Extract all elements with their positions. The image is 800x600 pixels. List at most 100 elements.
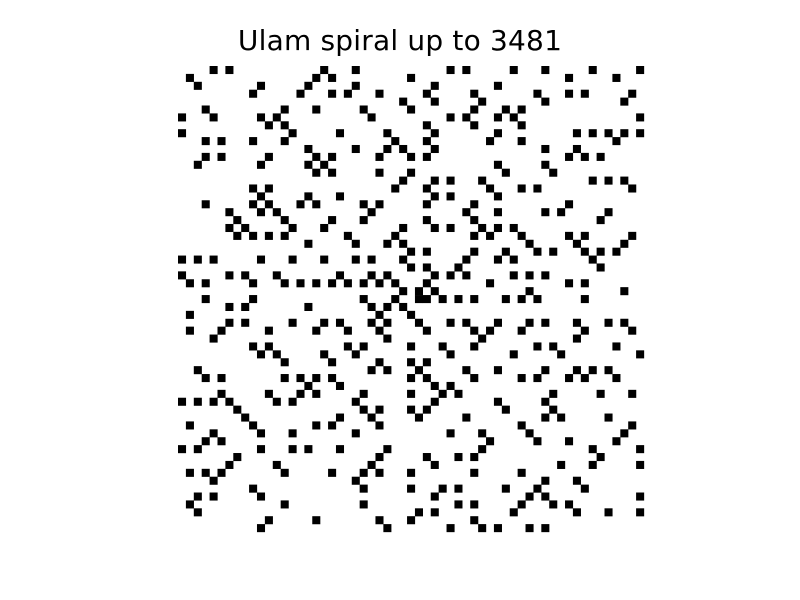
prime-cell bbox=[422, 121, 431, 130]
prime-cell bbox=[509, 508, 518, 517]
prime-cell bbox=[541, 271, 550, 280]
prime-cell bbox=[225, 302, 234, 311]
prime-cell bbox=[438, 484, 447, 493]
prime-cell bbox=[517, 326, 526, 335]
prime-cell bbox=[280, 121, 289, 130]
prime-cell bbox=[604, 508, 613, 517]
prime-cell bbox=[533, 484, 542, 493]
prime-cell bbox=[493, 318, 502, 327]
prime-cell bbox=[264, 152, 273, 161]
prime-cell bbox=[557, 350, 566, 359]
prime-cell bbox=[446, 192, 455, 201]
prime-cell bbox=[391, 231, 400, 240]
prime-cell bbox=[549, 168, 558, 177]
prime-cell bbox=[422, 184, 431, 193]
prime-cell bbox=[588, 129, 597, 138]
prime-cell bbox=[517, 374, 526, 383]
prime-cell bbox=[312, 168, 321, 177]
prime-cell bbox=[351, 144, 360, 154]
prime-cell bbox=[335, 318, 345, 327]
prime-cell bbox=[193, 160, 202, 169]
prime-cell bbox=[296, 374, 305, 383]
prime-cell bbox=[249, 484, 258, 493]
prime-cell bbox=[375, 516, 384, 525]
prime-cell bbox=[462, 208, 471, 217]
prime-cell bbox=[422, 405, 431, 414]
prime-cell bbox=[335, 413, 345, 422]
prime-cell bbox=[209, 492, 218, 501]
prime-cell bbox=[264, 184, 273, 193]
prime-cell bbox=[304, 445, 313, 454]
prime-cell bbox=[422, 453, 431, 462]
prime-cell bbox=[320, 318, 329, 327]
prime-cell bbox=[343, 89, 352, 98]
prime-cell bbox=[264, 516, 273, 525]
prime-cell bbox=[580, 152, 589, 161]
prime-cell bbox=[201, 468, 210, 477]
prime-cell bbox=[478, 429, 487, 438]
prime-cell bbox=[407, 358, 416, 367]
prime-cell bbox=[407, 484, 416, 493]
prime-cell bbox=[201, 105, 210, 114]
prime-cell bbox=[493, 397, 502, 406]
prime-cell bbox=[628, 421, 637, 430]
prime-cell bbox=[470, 468, 479, 477]
prime-cell bbox=[304, 144, 313, 154]
prime-cell bbox=[636, 113, 645, 122]
prime-cell bbox=[407, 247, 416, 256]
prime-cell bbox=[383, 318, 392, 327]
prime-cell bbox=[296, 279, 305, 288]
prime-cell bbox=[580, 231, 589, 240]
prime-cell bbox=[636, 445, 645, 454]
prime-cell bbox=[580, 89, 589, 98]
prime-cell bbox=[565, 374, 574, 383]
prime-cell bbox=[201, 152, 210, 161]
prime-cell bbox=[280, 500, 289, 509]
prime-cell bbox=[612, 342, 621, 351]
prime-cell bbox=[256, 81, 266, 90]
prime-cell bbox=[407, 389, 416, 398]
prime-cell bbox=[256, 429, 266, 438]
prime-cell bbox=[612, 137, 621, 146]
prime-cell bbox=[320, 350, 329, 359]
prime-cell bbox=[193, 492, 202, 501]
prime-cell bbox=[367, 366, 376, 375]
prime-cell bbox=[288, 445, 297, 454]
prime-cell bbox=[525, 492, 534, 501]
prime-cell bbox=[217, 137, 226, 146]
prime-cell bbox=[580, 247, 589, 256]
prime-cell bbox=[493, 208, 502, 217]
prime-cell bbox=[217, 374, 226, 383]
prime-cell bbox=[493, 192, 502, 201]
prime-cell bbox=[525, 239, 534, 248]
prime-cell bbox=[225, 397, 234, 406]
prime-cell bbox=[383, 129, 392, 138]
prime-cell bbox=[209, 397, 218, 406]
prime-cell bbox=[367, 255, 376, 264]
prime-cell bbox=[328, 89, 337, 98]
prime-cell bbox=[280, 216, 289, 225]
prime-cell bbox=[446, 318, 455, 327]
prime-cell bbox=[178, 445, 187, 454]
prime-cell bbox=[422, 137, 431, 146]
prime-cell bbox=[359, 200, 368, 209]
prime-cell bbox=[272, 350, 281, 359]
prime-cell bbox=[264, 231, 273, 240]
prime-cell bbox=[628, 326, 637, 335]
prime-cell bbox=[525, 287, 534, 296]
prime-cell bbox=[407, 516, 416, 525]
prime-cell bbox=[375, 89, 384, 98]
prime-cell bbox=[446, 66, 455, 75]
prime-cell bbox=[225, 271, 234, 280]
prime-cell bbox=[422, 200, 431, 209]
prime-cell bbox=[328, 168, 337, 177]
prime-cell bbox=[533, 295, 542, 304]
prime-cell bbox=[588, 366, 597, 375]
prime-cell bbox=[178, 113, 187, 122]
prime-cell bbox=[549, 342, 558, 351]
prime-cell bbox=[201, 295, 210, 304]
prime-cell bbox=[557, 208, 566, 217]
prime-cell bbox=[446, 429, 455, 438]
prime-cell bbox=[217, 326, 226, 335]
prime-cell bbox=[407, 374, 416, 383]
